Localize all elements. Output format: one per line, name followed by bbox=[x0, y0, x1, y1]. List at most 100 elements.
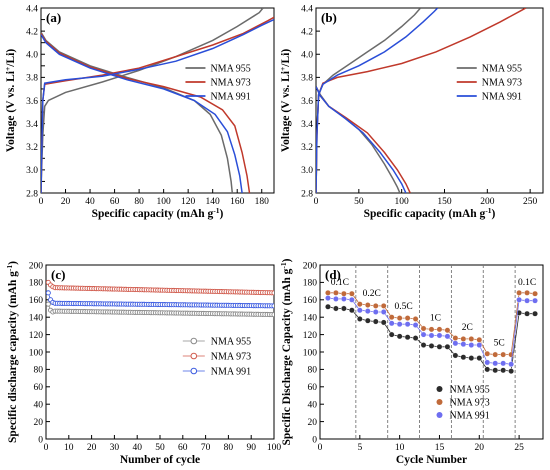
chart-panel-2: 0 50 100 150 200 250 2.8 3.0 3.2 3.4 3.6 3.8 4.0 4.2 4… bbox=[278, 4, 544, 220]
data-point bbox=[436, 343, 443, 350]
x-tick-label: 70 bbox=[201, 443, 211, 453]
x-tick-label: 40 bbox=[85, 197, 95, 207]
x-tick-label: 15 bbox=[435, 443, 445, 453]
data-point bbox=[532, 297, 538, 304]
data-point bbox=[380, 319, 387, 326]
data-point bbox=[396, 315, 403, 321]
legend-marker bbox=[190, 337, 198, 345]
data-point bbox=[468, 355, 475, 361]
data-point bbox=[364, 302, 371, 308]
data-point bbox=[372, 309, 379, 315]
y-tick-label: 100 bbox=[29, 348, 44, 358]
y-tick-label: 4.0 bbox=[301, 51, 313, 61]
data-point bbox=[388, 314, 395, 321]
rate-label: 0.5C bbox=[395, 302, 413, 312]
data-point bbox=[333, 289, 339, 296]
data-point bbox=[356, 316, 363, 322]
data-point bbox=[396, 321, 403, 328]
x-tick-label: 80 bbox=[134, 197, 144, 207]
data-point bbox=[271, 290, 274, 296]
data-point bbox=[492, 367, 499, 374]
legend-entry: NMA 955 bbox=[211, 337, 251, 348]
data-point bbox=[516, 289, 523, 296]
data-point bbox=[420, 342, 427, 348]
y-tick-label: 120 bbox=[303, 331, 318, 341]
x-axis-label: Cycle Number bbox=[396, 454, 467, 466]
data-point bbox=[404, 321, 411, 328]
x-axis-label: Specific capacity (mAh g-1) bbox=[92, 206, 224, 221]
x-tick-label: 5 bbox=[357, 443, 362, 453]
series-line-discharge bbox=[316, 86, 411, 193]
legend-entry: NMA 973 bbox=[211, 352, 251, 363]
data-point bbox=[500, 351, 507, 358]
data-point bbox=[476, 342, 483, 348]
data-point bbox=[460, 341, 467, 348]
data-point bbox=[468, 342, 475, 348]
rate-label: 0.2C bbox=[363, 289, 381, 299]
data-point bbox=[460, 336, 467, 342]
data-point bbox=[412, 335, 419, 341]
plot-frame bbox=[319, 264, 544, 440]
y-tick-label: 20 bbox=[34, 418, 44, 428]
rate-label: 5C bbox=[494, 339, 505, 349]
y-tick-label: 3.6 bbox=[26, 97, 38, 107]
data-point bbox=[524, 289, 530, 296]
data-point bbox=[444, 333, 451, 340]
x-tick-label: 10 bbox=[64, 443, 74, 453]
x-tick-label: 60 bbox=[110, 197, 120, 207]
y-tick-label: 4.2 bbox=[301, 27, 313, 37]
x-tick-label: 80 bbox=[224, 443, 234, 453]
series-line-discharge bbox=[41, 31, 234, 193]
legend-entry: NMA 955 bbox=[482, 64, 522, 75]
y-tick-label: 160 bbox=[303, 296, 318, 306]
y-tick-label: 4.0 bbox=[26, 51, 38, 61]
y-tick-label: 3.0 bbox=[26, 166, 38, 176]
x-tick-label: 100 bbox=[395, 197, 410, 207]
x-tick-label: 20 bbox=[87, 443, 97, 453]
y-tick-label: 4.2 bbox=[26, 27, 38, 37]
data-point bbox=[348, 307, 355, 314]
y-axis-label: Voltage (V vs. Li+/Li) bbox=[3, 49, 18, 152]
x-tick-label: 50 bbox=[354, 197, 364, 207]
data-point bbox=[500, 367, 507, 374]
legend-marker bbox=[190, 367, 198, 375]
data-point bbox=[412, 322, 419, 328]
rate-label: 2C bbox=[462, 323, 473, 333]
x-tick-label: 200 bbox=[480, 197, 495, 207]
y-tick-label: 200 bbox=[303, 261, 318, 271]
data-point bbox=[420, 325, 427, 332]
data-point bbox=[484, 350, 491, 357]
series-line-discharge bbox=[316, 86, 401, 193]
data-point bbox=[420, 331, 427, 338]
data-point bbox=[452, 340, 459, 347]
x-tick-label: 0 bbox=[39, 197, 44, 207]
series-line-discharge bbox=[41, 33, 251, 193]
x-tick-label: 120 bbox=[181, 197, 196, 207]
legend-marker bbox=[190, 352, 198, 360]
data-point bbox=[468, 336, 475, 342]
data-point bbox=[460, 354, 467, 361]
plot-area bbox=[41, 8, 274, 193]
y-tick-label: 3.8 bbox=[301, 74, 313, 84]
data-point bbox=[484, 366, 491, 373]
data-point bbox=[428, 332, 435, 339]
legend-marker bbox=[436, 412, 443, 418]
data-point bbox=[46, 290, 51, 296]
y-tick-label: 3.0 bbox=[301, 166, 313, 176]
y-tick-label: 0 bbox=[38, 435, 43, 445]
x-axis-label: Specific capacity (mAh g-1) bbox=[364, 206, 496, 221]
legend-entry: NMA 991 bbox=[482, 92, 522, 103]
y-tick-label: 160 bbox=[29, 296, 44, 306]
data-point bbox=[325, 295, 331, 301]
legend-entry: NMA 955 bbox=[450, 385, 490, 396]
y-tick-label: 120 bbox=[29, 331, 44, 341]
chart-panel-4: 0 5 10 15 20 25 0 20 40 60 80 100 120 140 160 180 200 Cyc… bbox=[279, 258, 544, 466]
series-line-charge bbox=[316, 8, 422, 193]
series-line-charge bbox=[41, 18, 274, 193]
y-tick-label: 20 bbox=[308, 418, 318, 428]
x-tick-label: 20 bbox=[61, 197, 71, 207]
y-tick-label: 3.4 bbox=[26, 120, 38, 130]
y-tick-label: 60 bbox=[308, 383, 318, 393]
legend-marker bbox=[436, 386, 443, 392]
